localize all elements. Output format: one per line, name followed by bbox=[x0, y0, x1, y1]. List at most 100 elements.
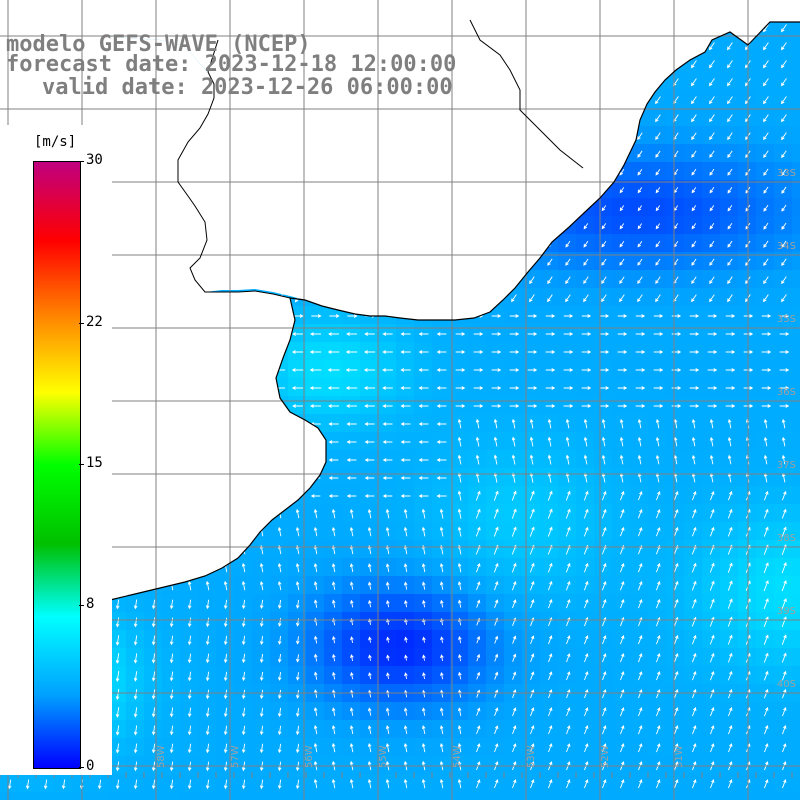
wind-arrow bbox=[332, 635, 336, 644]
wind-arrow bbox=[620, 671, 625, 681]
wind-arrow bbox=[331, 671, 336, 680]
wind-arrow bbox=[205, 707, 210, 718]
wind-arrow bbox=[364, 422, 375, 426]
wind-speed-cell bbox=[666, 558, 685, 577]
wind-arrow bbox=[457, 418, 462, 429]
wind-speed-cell bbox=[576, 738, 595, 757]
wind-speed-cell bbox=[738, 396, 757, 415]
latitude-label: 33S bbox=[777, 168, 796, 179]
colorbar-tick-mark bbox=[79, 322, 84, 324]
wind-speed-cell bbox=[54, 792, 73, 800]
forecast-date: forecast date: 2023-12-18 12:00:00 bbox=[6, 52, 457, 77]
wind-arrow bbox=[97, 779, 102, 790]
wind-arrow bbox=[151, 725, 156, 736]
wind-speed-cell bbox=[684, 126, 703, 145]
wind-speed-cell bbox=[216, 774, 235, 793]
wind-arrow bbox=[475, 562, 481, 573]
wind-speed-cell bbox=[504, 558, 523, 577]
wind-arrow bbox=[493, 418, 498, 429]
wind-arrow bbox=[619, 205, 625, 212]
wind-speed-cell bbox=[144, 738, 163, 757]
wind-arrow bbox=[436, 350, 447, 354]
wind-arrow bbox=[710, 725, 715, 735]
wind-arrow bbox=[277, 599, 282, 609]
wind-speed-cell bbox=[756, 396, 775, 415]
wind-arrow bbox=[403, 742, 408, 753]
wind-speed-cell bbox=[252, 648, 271, 667]
colorbar-tick-label: 15 bbox=[86, 455, 103, 471]
wind-arrow bbox=[619, 418, 624, 429]
wind-speed-cell bbox=[360, 702, 379, 721]
wind-speed-cell bbox=[522, 504, 541, 523]
wind-speed-cell bbox=[522, 324, 541, 343]
wind-arrow bbox=[763, 688, 769, 699]
wind-speed-cell bbox=[630, 396, 649, 415]
wind-arrow bbox=[691, 580, 697, 591]
wind-arrow bbox=[527, 350, 538, 354]
wind-arrow bbox=[584, 743, 589, 753]
wind-arrow bbox=[115, 725, 120, 736]
wind-arrow bbox=[781, 670, 787, 681]
wind-speed-cell bbox=[558, 504, 577, 523]
wind-arrow bbox=[295, 526, 300, 537]
wind-speed-cell bbox=[738, 378, 757, 397]
wind-speed-cell bbox=[666, 432, 685, 451]
wind-arrow bbox=[619, 436, 624, 447]
wind-arrow bbox=[328, 332, 340, 336]
wind-speed-cell bbox=[288, 720, 307, 739]
wind-speed-cell bbox=[774, 306, 793, 325]
wind-arrow bbox=[259, 779, 264, 790]
wind-speed-cell bbox=[126, 738, 145, 757]
wind-arrow bbox=[709, 78, 715, 87]
wind-speed-cell bbox=[342, 630, 361, 649]
wind-arrow bbox=[781, 132, 787, 141]
wind-speed-cell bbox=[144, 612, 163, 631]
wind-speed-cell bbox=[576, 378, 595, 397]
wind-arrow bbox=[545, 350, 556, 354]
wind-speed-cell bbox=[540, 486, 559, 505]
wind-arrow bbox=[689, 314, 700, 318]
wind-speed-cell bbox=[576, 468, 595, 487]
wind-arrow bbox=[403, 526, 408, 537]
wind-speed-cell bbox=[684, 666, 703, 685]
wind-speed-cell bbox=[414, 774, 433, 793]
wind-arrow bbox=[584, 725, 589, 735]
wind-arrow bbox=[781, 580, 787, 592]
wind-speed-cell bbox=[414, 612, 433, 631]
wind-arrow bbox=[602, 671, 607, 681]
wind-speed-cell bbox=[702, 576, 721, 595]
wind-speed-cell bbox=[774, 594, 793, 613]
wind-speed-cell bbox=[162, 702, 181, 721]
wind-speed-cell bbox=[630, 234, 649, 253]
wind-arrow bbox=[295, 743, 300, 754]
wind-arrow bbox=[637, 418, 642, 429]
wind-speed-cell bbox=[216, 648, 235, 667]
wind-arrow bbox=[763, 652, 769, 663]
wind-arrow bbox=[601, 258, 607, 266]
wind-speed-cell bbox=[612, 522, 631, 541]
wind-arrow bbox=[25, 779, 30, 790]
wind-speed-cell bbox=[432, 486, 451, 505]
wind-speed-cell bbox=[342, 522, 361, 541]
wind-speed-cell bbox=[216, 576, 235, 595]
wind-speed-cell bbox=[684, 108, 703, 127]
wind-arrow bbox=[545, 314, 556, 318]
wind-speed-cell bbox=[792, 630, 800, 649]
wind-arrow bbox=[691, 258, 697, 266]
wind-speed-cell bbox=[468, 450, 487, 469]
wind-speed-cell bbox=[774, 216, 793, 235]
wind-speed-cell bbox=[648, 360, 667, 379]
wind-arrow bbox=[673, 454, 678, 465]
wind-speed-cell bbox=[558, 558, 577, 577]
wind-speed-cell bbox=[648, 504, 667, 523]
wind-arrow bbox=[691, 96, 697, 105]
wind-arrow bbox=[512, 653, 517, 662]
wind-speed-cell bbox=[666, 450, 685, 469]
wind-arrow bbox=[566, 635, 571, 645]
wind-speed-cell bbox=[18, 792, 37, 800]
wind-arrow bbox=[637, 241, 643, 248]
wind-speed-cell bbox=[594, 378, 613, 397]
wind-arrow bbox=[635, 314, 646, 318]
wind-speed-cell bbox=[630, 648, 649, 667]
wind-speed-cell bbox=[486, 576, 505, 595]
